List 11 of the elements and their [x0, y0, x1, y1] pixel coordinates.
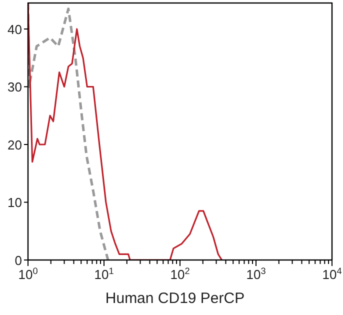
y-tick-label: 40 [8, 22, 22, 37]
x-tick-label: 10$^{1}$ [94, 266, 114, 282]
x-tick-label: 10$^{4}$ [322, 266, 342, 282]
x-tick-label: 10$^{0}$ [18, 266, 38, 282]
y-tick-label: 10 [8, 195, 22, 210]
y-tick-label: 30 [8, 80, 22, 95]
y-tick-label: 20 [8, 137, 22, 152]
y-tick-label: 0 [14, 253, 22, 268]
x-tick-label: 10$^{2}$ [170, 266, 190, 282]
x-tick-label: 10$^{3}$ [246, 266, 266, 282]
x-axis-title: Human CD19 PerCP [105, 290, 245, 307]
